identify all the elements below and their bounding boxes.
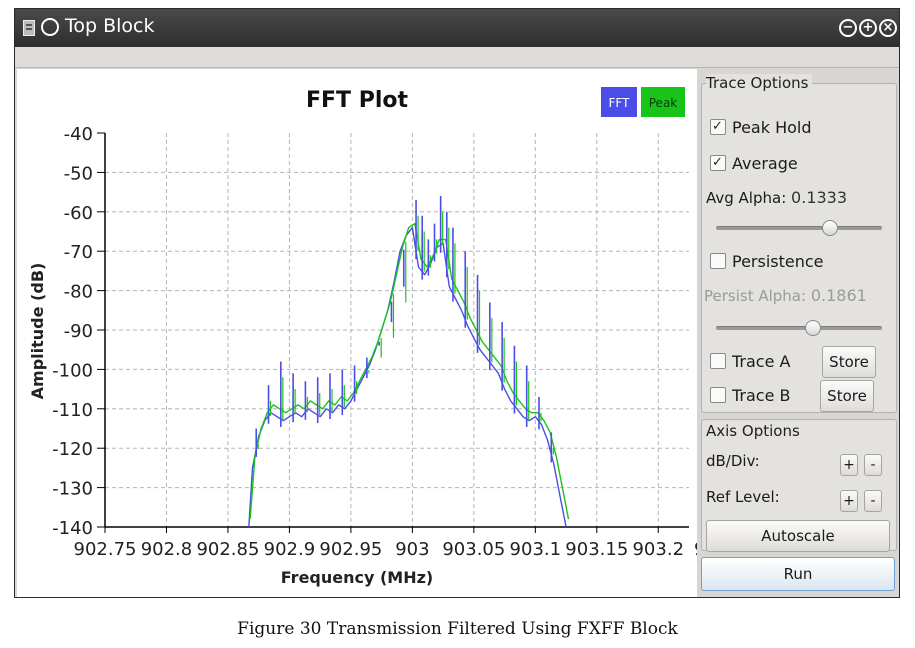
peak-hold-label: Peak Hold <box>732 118 812 137</box>
app-window: Top Block − + × FFT Plot FFT Peak -40 -50 -60… <box>14 8 900 598</box>
trace-b-row[interactable]: Trace B <box>710 386 791 405</box>
trace-a-checkbox[interactable] <box>710 353 726 369</box>
peak-hold-checkbox[interactable] <box>710 119 726 135</box>
y-tick-label: -80 <box>64 282 93 303</box>
trace-options-title: Trace Options <box>706 74 813 92</box>
x-tick-label: 902.8 <box>141 539 193 560</box>
series-peak-line <box>249 222 570 520</box>
legend-label-peak: Peak <box>649 96 678 110</box>
close-icon[interactable]: × <box>879 19 897 37</box>
average-label: Average <box>732 154 798 173</box>
legend-swatch-peak <box>641 87 685 117</box>
trace-a-store-button[interactable]: Store <box>822 346 876 378</box>
menu-bar <box>15 47 899 68</box>
fft-plot[interactable]: FFT Plot FFT Peak -40 -50 -60 -70 -80 -90 -100 -11… <box>17 69 697 597</box>
average-row[interactable]: Average <box>710 154 798 173</box>
avg-alpha-slider-handle[interactable] <box>821 220 838 236</box>
x-tick-label: 903.2 <box>632 539 684 560</box>
axis-options-title: Axis Options <box>706 422 804 440</box>
y-tick-label: -60 <box>64 203 93 224</box>
x-tick-label: 903 <box>395 539 429 560</box>
avg-alpha-value: 0.1333 <box>791 188 848 207</box>
window-title: Top Block <box>65 15 155 37</box>
x-tick-label: 902.9 <box>264 539 316 560</box>
trace-options-group: Trace Options Peak Hold Average Avg Alph… <box>701 74 897 413</box>
peak-hold-row[interactable]: Peak Hold <box>710 118 812 137</box>
x-tick-label: 902.85 <box>196 539 259 560</box>
average-checkbox[interactable] <box>710 155 726 171</box>
y-tick-label: -140 <box>52 518 93 539</box>
ref-level-plus-button[interactable]: + <box>840 490 858 512</box>
chart-title: FFT Plot <box>306 88 409 113</box>
avg-alpha-row: Avg Alpha: 0.1333 <box>706 188 847 207</box>
avg-alpha-slider-track[interactable] <box>716 226 882 230</box>
ref-level-label: Ref Level: <box>706 488 780 506</box>
y-tick-label: -130 <box>52 479 93 500</box>
avg-alpha-label: Avg Alpha: <box>706 189 787 207</box>
legend-swatch-fft <box>601 87 637 117</box>
persist-alpha-row: Persist Alpha: 0.1861 <box>704 286 867 305</box>
trace-b-store-button[interactable]: Store <box>820 380 874 412</box>
y-tick-label: -120 <box>52 439 93 460</box>
y-tick-label: -110 <box>52 400 93 421</box>
control-panel: Trace Options Peak Hold Average Avg Alph… <box>699 69 899 597</box>
fft-plot-area[interactable]: FFT Plot FFT Peak -40 -50 -60 -70 -80 -90 -100 -11… <box>17 69 697 597</box>
persist-alpha-value: 0.1861 <box>810 286 867 305</box>
db-div-label: dB/Div: <box>706 452 760 470</box>
minimize-icon[interactable]: − <box>839 19 857 37</box>
x-tick-label: 903.2 <box>694 539 697 560</box>
circle-icon[interactable] <box>41 18 59 36</box>
y-tick-label: -100 <box>52 360 93 381</box>
trace-a-label: Trace A <box>732 352 791 371</box>
series-fft-line <box>248 226 567 528</box>
autoscale-button[interactable]: Autoscale <box>706 520 890 552</box>
persistence-label: Persistence <box>732 252 824 271</box>
db-div-plus-button[interactable]: + <box>840 454 858 476</box>
y-tick-label: -50 <box>64 163 93 184</box>
maximize-icon[interactable]: + <box>859 19 877 37</box>
x-tick-label: 902.75 <box>74 539 137 560</box>
x-tick-label: 903.15 <box>565 539 628 560</box>
persistence-row[interactable]: Persistence <box>710 252 824 271</box>
legend-label-fft: FFT <box>609 96 631 110</box>
persist-alpha-slider-track[interactable] <box>716 326 882 330</box>
trace-a-row[interactable]: Trace A <box>710 352 790 371</box>
persist-alpha-label: Persist Alpha: <box>704 287 807 305</box>
y-tick-label: -90 <box>64 321 93 342</box>
trace-b-label: Trace B <box>732 386 791 405</box>
x-tick-label: 903.05 <box>442 539 505 560</box>
trace-b-checkbox[interactable] <box>710 387 726 403</box>
axis-options-group: Axis Options dB/Div: + - Ref Level: + - … <box>701 419 897 552</box>
db-div-minus-button[interactable]: - <box>864 454 882 476</box>
persistence-checkbox[interactable] <box>710 253 726 269</box>
title-bar[interactable]: Top Block − + × <box>15 9 899 47</box>
x-tick-label: 903.1 <box>510 539 562 560</box>
x-axis-label: Frequency (MHz) <box>281 568 433 587</box>
ref-level-minus-button[interactable]: - <box>864 490 882 512</box>
figure-caption: Figure 30 Transmission Filtered Using FX… <box>237 619 678 639</box>
y-tick-label: -70 <box>64 242 93 263</box>
app-icon <box>23 20 35 36</box>
y-tick-label: -40 <box>64 124 93 145</box>
run-button[interactable]: Run <box>701 557 895 591</box>
y-axis-label: Amplitude (dB) <box>28 263 47 400</box>
persist-alpha-slider-handle[interactable] <box>805 320 822 336</box>
x-tick-label: 902.95 <box>319 539 382 560</box>
